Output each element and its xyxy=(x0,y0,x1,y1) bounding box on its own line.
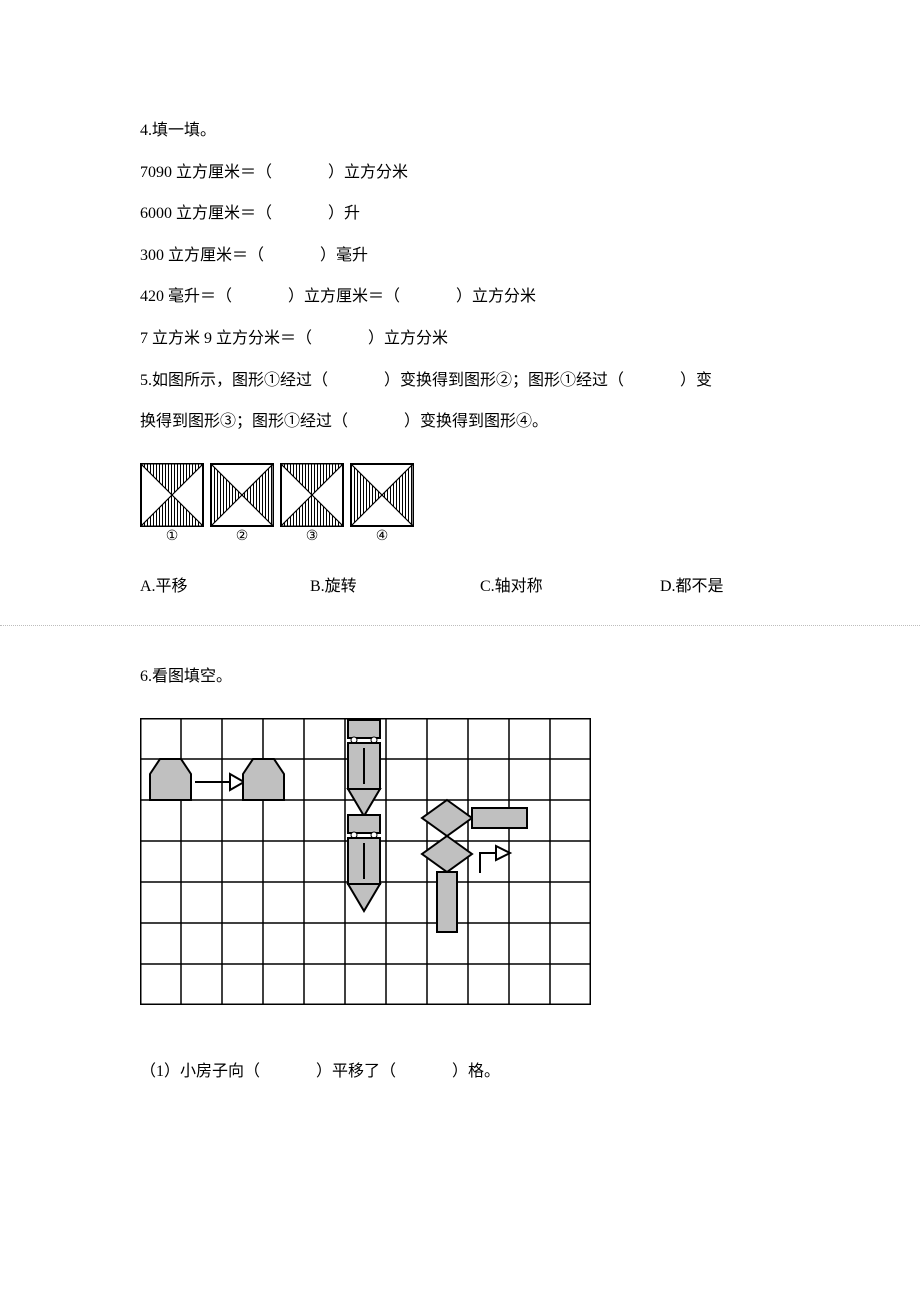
grid-svg xyxy=(140,718,591,1005)
q6-s1-b: ）平移了（ xyxy=(316,1063,396,1080)
q6-s1-c: ）格。 xyxy=(452,1063,500,1080)
q4-l4-pre: 420 毫升＝（ xyxy=(140,288,232,305)
flag-shape-bottom xyxy=(422,836,472,932)
q5-l2-b: ）变换得到图形④。 xyxy=(404,413,548,430)
q5-figure-3: ③ xyxy=(280,463,344,546)
fig-svg-2 xyxy=(210,463,274,527)
q6-s1-a: （1）小房子向（ xyxy=(140,1063,260,1080)
arrow-up-icon xyxy=(480,846,510,873)
q5-l1-c: ）变 xyxy=(680,372,712,389)
q4-l2-post: ）升 xyxy=(328,205,360,222)
q5-opt-b: B.旋转 xyxy=(310,566,480,608)
pencil-shape-bottom xyxy=(348,815,380,911)
q5-opt-d: D.都不是 xyxy=(660,566,724,608)
house-shape-1 xyxy=(150,759,191,800)
q5-l1-b: ）变换得到图形②；图形①经过（ xyxy=(384,372,624,389)
q4-l3-pre: 300 立方厘米＝（ xyxy=(140,247,264,264)
fig-label-1: ① xyxy=(166,529,179,546)
q6-title: 6.看图填空。 xyxy=(140,656,780,698)
q4-l2-pre: 6000 立方厘米＝（ xyxy=(140,205,272,222)
q4-line-3: 300 立方厘米＝（ ）毫升 xyxy=(140,235,780,277)
q4-l1-post: ）立方分米 xyxy=(328,164,408,181)
q5-figure-1: ① xyxy=(140,463,204,546)
fig-label-4: ④ xyxy=(376,529,389,546)
q4-line-2: 6000 立方厘米＝（ ）升 xyxy=(140,193,780,235)
q6-grid xyxy=(140,718,780,1022)
q4-l5-pre: 7 立方米 9 立方分米＝（ xyxy=(140,330,312,347)
q5-opt-c: C.轴对称 xyxy=(480,566,660,608)
fig-svg-4 xyxy=(350,463,414,527)
q4-l4-mid: ）立方厘米＝（ xyxy=(288,288,400,305)
q5-options: A.平移 B.旋转 C.轴对称 D.都不是 xyxy=(140,566,780,608)
q5-l1-a: 5.如图所示，图形①经过（ xyxy=(140,372,328,389)
house-shape-2 xyxy=(243,759,284,800)
fig-svg-3 xyxy=(280,463,344,527)
fig-svg-1 xyxy=(140,463,204,527)
q4-line-4: 420 毫升＝（ ）立方厘米＝（ ）立方分米 xyxy=(140,276,780,318)
q5-line-2: 换得到图形③；图形①经过（ ）变换得到图形④。 xyxy=(140,401,780,443)
q5-line-1: 5.如图所示，图形①经过（ ）变换得到图形②；图形①经过（ ）变 xyxy=(140,360,780,402)
q4-l4-post: ）立方分米 xyxy=(456,288,536,305)
q4-line-5: 7 立方米 9 立方分米＝（ ）立方分米 xyxy=(140,318,780,360)
q5-figures: ① ② ③ xyxy=(140,463,780,546)
divider xyxy=(0,625,920,626)
arrow-right-icon xyxy=(195,774,244,790)
q4-l3-post: ）毫升 xyxy=(320,247,368,264)
q5-l2-a: 换得到图形③；图形①经过（ xyxy=(140,413,348,430)
fig-label-3: ③ xyxy=(306,529,319,546)
q4-l5-post: ）立方分米 xyxy=(368,330,448,347)
q4-l1-pre: 7090 立方厘米＝（ xyxy=(140,164,272,181)
fig-label-2: ② xyxy=(236,529,249,546)
pencil-shape-top xyxy=(348,720,380,816)
q4-line-1: 7090 立方厘米＝（ ）立方分米 xyxy=(140,152,780,194)
q5-figure-4: ④ xyxy=(350,463,414,546)
q4-title: 4.填一填。 xyxy=(140,110,780,152)
q5-opt-a: A.平移 xyxy=(140,566,310,608)
flag-shape-top xyxy=(422,800,527,836)
q5-figure-2: ② xyxy=(210,463,274,546)
q6-sub1: （1）小房子向（ ）平移了（ ）格。 xyxy=(140,1051,780,1093)
